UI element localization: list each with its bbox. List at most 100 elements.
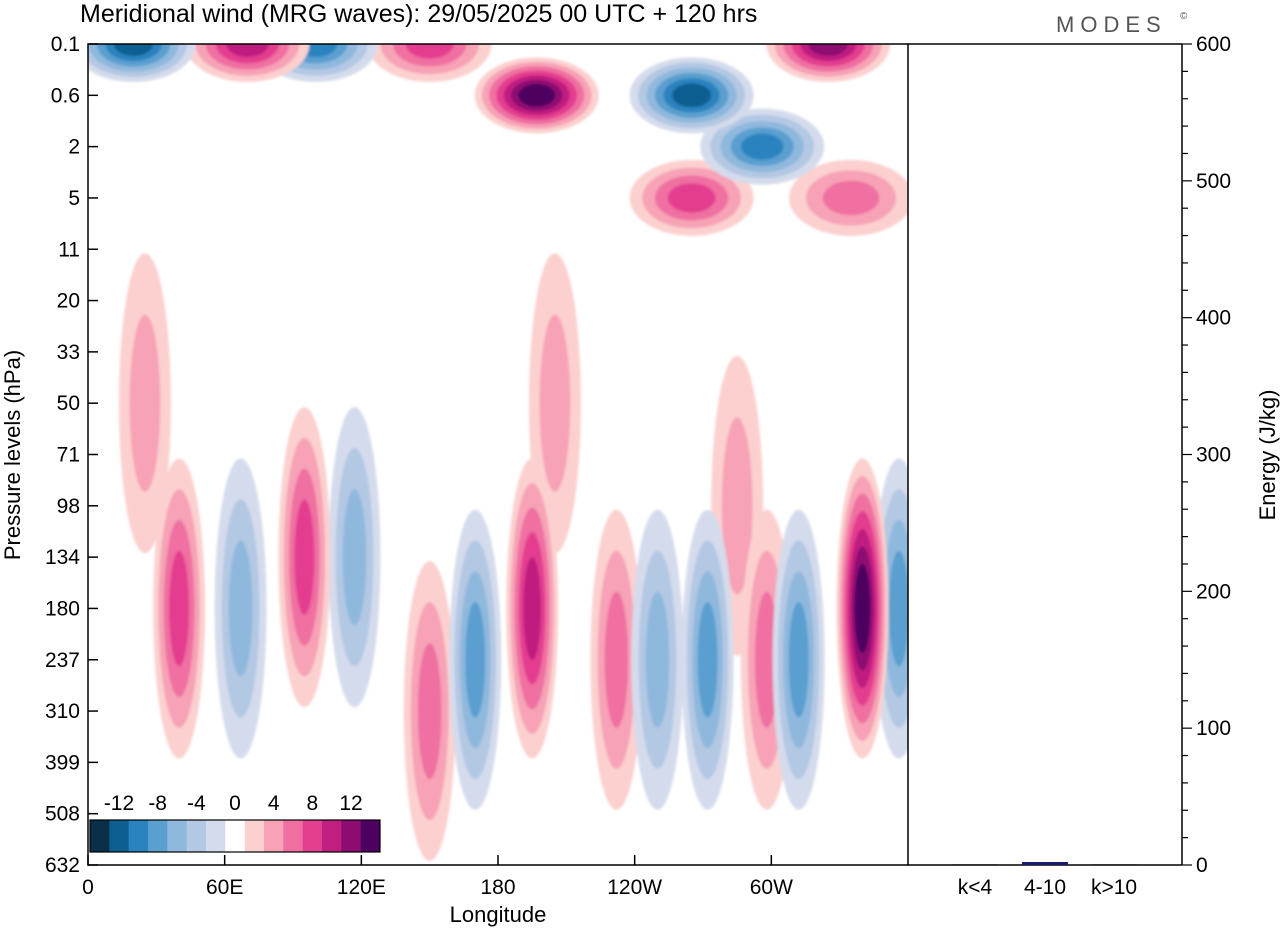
- colorbar-swatch: [90, 820, 110, 852]
- contour-cell: [226, 44, 269, 58]
- energy-category-label: k<4: [958, 876, 993, 899]
- contour-cell: [645, 591, 670, 728]
- brand-mark: ©: [1180, 11, 1188, 22]
- energy-categories: k<4 4-10 k>10: [958, 876, 1137, 899]
- contour-cell: [294, 499, 315, 615]
- y-tick-label: 0.6: [51, 84, 80, 107]
- contour-cell: [417, 643, 442, 780]
- colorbar-swatch: [264, 820, 284, 852]
- y-tick-label: 5: [68, 187, 80, 210]
- y-tick-label: 98: [57, 495, 80, 518]
- contour-cell: [523, 556, 542, 661]
- y-tick-label: 310: [45, 700, 80, 723]
- y-tick-label: 399: [45, 751, 80, 774]
- colorbar-swatch: [341, 820, 362, 852]
- heatmap-field: [88, 44, 908, 862]
- energy-tick-label: 600: [1196, 33, 1231, 56]
- y-tick-label: 11: [58, 238, 80, 261]
- x-axis: 0 60E 120E 180 120W 60W: [82, 855, 793, 899]
- energy-tick-label: 100: [1196, 717, 1231, 740]
- y-tick-label: 50: [57, 392, 80, 415]
- contour-cell: [854, 563, 871, 654]
- colorbar-swatch: [167, 820, 188, 852]
- contour-cell: [228, 540, 253, 677]
- y-tick-label: 508: [45, 803, 80, 826]
- colorbar-tick-label: -12: [104, 792, 134, 815]
- colorbar-swatch: [302, 820, 323, 852]
- colorbar-swatch: [283, 820, 304, 852]
- energy-axis: 0 100 200 300 400 500 600: [1182, 33, 1231, 877]
- energy-axis-title: Energy (J/kg): [1255, 390, 1280, 521]
- x-tick-label: 120E: [337, 876, 386, 899]
- contour-cell: [888, 550, 908, 667]
- contour-cell: [740, 133, 784, 160]
- x-tick-label: 0: [82, 876, 94, 899]
- x-tick-label: 180: [480, 876, 515, 899]
- chart-title: Meridional wind (MRG waves): 29/05/2025 …: [80, 0, 757, 28]
- x-tick-label: 60W: [750, 876, 793, 899]
- colorbar-swatch: [109, 820, 130, 852]
- energy-tick-label: 400: [1196, 307, 1231, 330]
- energy-bar: [1022, 862, 1068, 865]
- contour-cell: [822, 180, 880, 216]
- contour-cell: [671, 83, 712, 108]
- contour-cell: [518, 84, 556, 107]
- contour-cell: [721, 417, 753, 595]
- y-axis: 0.1 0.6 2 5 11 20 33 50 71 98 134 180 237 310 399 508 63…: [45, 33, 98, 877]
- y-tick-label: 180: [45, 597, 80, 620]
- colorbar-tick-label: 0: [229, 792, 241, 815]
- energy-category-label: 4-10: [1024, 876, 1066, 899]
- y-tick-label: 134: [45, 546, 80, 569]
- energy-category-label: k>10: [1091, 876, 1137, 899]
- colorbar-tick-label: -4: [187, 792, 206, 815]
- y-axis-title: Pressure levels (hPa): [0, 350, 25, 560]
- colorbar-tick-label: 4: [268, 792, 280, 815]
- energy-tick-label: 200: [1196, 580, 1231, 603]
- colorbar-swatch: [186, 820, 207, 852]
- colorbar-swatch: [128, 820, 149, 852]
- contour-cell: [808, 44, 848, 57]
- colorbar-swatch: [244, 820, 265, 852]
- colorbar-swatch: [148, 820, 168, 852]
- contour-cell: [169, 550, 190, 667]
- colorbar-swatch: [360, 820, 381, 852]
- colorbar-border: [89, 819, 381, 853]
- colorbar-tick-label: -8: [148, 792, 167, 815]
- contour-cell: [539, 314, 571, 492]
- colorbar-swatch: [322, 820, 342, 852]
- y-tick-label: 71: [57, 444, 80, 467]
- contour-cell: [465, 602, 486, 718]
- colorbar-tick-label: 8: [306, 792, 318, 815]
- contour-cell: [405, 44, 454, 59]
- colorbar-labels: -12 -8 -4 0 4 8 12: [104, 792, 363, 815]
- contour-cell: [697, 602, 718, 718]
- colorbar-swatch: [206, 820, 226, 852]
- y-tick-label: 33: [57, 341, 80, 364]
- energy-bar: [1091, 864, 1137, 865]
- y-tick-label: 2: [68, 136, 80, 159]
- energy-tick-label: 300: [1196, 444, 1231, 467]
- x-axis-title: Longitude: [450, 902, 547, 927]
- energy-bar: [952, 864, 998, 865]
- energy-tick-label: 0: [1196, 854, 1208, 877]
- y-tick-label: 237: [45, 649, 80, 672]
- contour-cell: [342, 489, 367, 626]
- x-tick-label: 60E: [206, 876, 243, 899]
- energy-bars: [952, 862, 1137, 865]
- contour-cell: [113, 44, 154, 57]
- brand-logo: MODES: [1056, 12, 1167, 37]
- contour-cell: [604, 591, 629, 728]
- colorbar-tick-label: 12: [339, 792, 362, 815]
- colorbar: [89, 819, 381, 853]
- y-tick-label: 632: [45, 854, 80, 877]
- contour-cell: [129, 314, 161, 492]
- energy-tick-label: 500: [1196, 170, 1231, 193]
- contour-cell: [788, 602, 809, 718]
- y-tick-label: 0.1: [51, 33, 80, 56]
- contour-cell: [667, 183, 716, 213]
- contour-cell: [754, 591, 779, 728]
- colorbar-swatch: [225, 820, 246, 852]
- x-tick-label: 120W: [607, 876, 662, 899]
- y-tick-label: 20: [57, 290, 80, 313]
